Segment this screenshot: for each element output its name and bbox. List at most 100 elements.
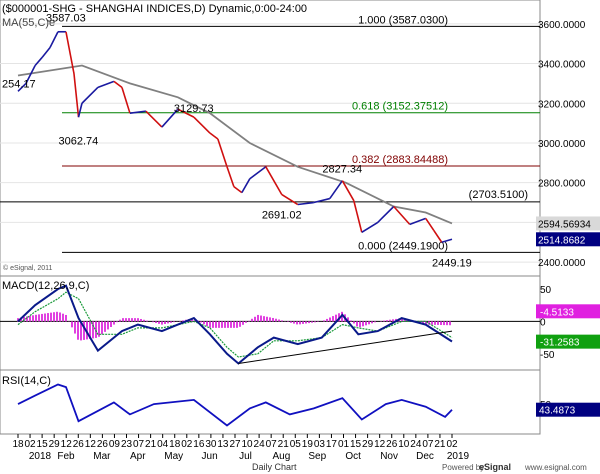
rsi-last-label: 43.4873 <box>539 406 576 417</box>
price-segment <box>409 217 427 226</box>
day-tick-label: 15 <box>37 439 49 450</box>
price-segment <box>361 221 379 233</box>
price-tick-label: 3000.0000 <box>538 139 586 150</box>
rsi-series <box>17 383 453 427</box>
day-tick-label: 27 <box>229 439 241 450</box>
price-segment <box>34 57 43 67</box>
day-tick-label: 02 <box>24 439 36 450</box>
price-segment <box>297 201 314 206</box>
price-segment <box>241 178 251 194</box>
day-tick-label: 16 <box>193 439 205 450</box>
last-value-label: 2594.56934 <box>538 219 591 230</box>
ma-line <box>17 64 453 225</box>
resistance-label: (2703.5100) <box>469 189 528 201</box>
day-tick-label: 15 <box>350 439 362 450</box>
ma-label: MA(55,C)e <box>2 17 55 29</box>
price-segment <box>25 65 36 84</box>
price-segment <box>41 47 51 59</box>
month-label: Sep <box>308 451 326 462</box>
price-segment <box>341 180 355 201</box>
date-axis: 18 02 15 29 12 26 12 26 09 23 07 21 04 18 02 16 30 13 27 10… <box>12 434 470 462</box>
day-tick-label: 24 <box>254 439 266 450</box>
price-segment <box>193 116 211 134</box>
month-label: Feb <box>57 451 75 462</box>
price-tick-label: 3200.0000 <box>538 99 586 110</box>
day-tick-label: 09 <box>109 439 121 450</box>
day-tick-label: 02 <box>181 439 193 450</box>
price-segment <box>393 205 411 225</box>
price-segment <box>161 108 179 128</box>
price-segment <box>329 180 344 200</box>
month-label: Jul <box>239 451 252 462</box>
swing-label: 3587.03 <box>46 12 86 24</box>
macd-axis: 50 0 -50 -4.5133 -31.2583 <box>536 285 600 361</box>
day-tick-label: 03 <box>314 439 326 450</box>
fib-label: 0.000 (2449.1900) <box>358 240 448 252</box>
fib-label: 0.382 (2883.84488) <box>352 154 448 166</box>
fib-label: 0.618 (3152.37512) <box>352 101 448 113</box>
year-label: 2018 <box>29 451 52 462</box>
day-tick-label: 04 <box>157 439 169 450</box>
fibonacci-levels: 1.000 (3587.0300) 0.618 (3152.37512) 0.382… <box>0 14 540 253</box>
last-value-box <box>536 232 600 247</box>
month-label: Mar <box>93 451 111 462</box>
day-tick-label: 21 <box>434 439 446 450</box>
price-tick-label: 3600.0000 <box>538 20 586 31</box>
swing-label: 3062.74 <box>59 135 99 147</box>
macd-last-box <box>536 334 600 349</box>
swing-label: 2691.02 <box>262 209 302 221</box>
day-tick-label: 12 <box>61 439 73 450</box>
rsi-axis: 5043.4873 <box>536 400 600 417</box>
macd-tick-label: -50 <box>540 350 555 361</box>
price-segment <box>265 166 283 195</box>
price-segment <box>97 80 115 89</box>
price-tick-label: 2800.0000 <box>538 179 586 190</box>
price-segment <box>113 80 123 89</box>
price-segment <box>313 197 330 204</box>
day-tick-label: 30 <box>205 439 217 450</box>
rsi-last-box <box>536 402 600 417</box>
day-tick-label: 21 <box>145 439 157 450</box>
histogram-last-box <box>536 304 600 319</box>
month-label: Jun <box>202 451 218 462</box>
price-segment <box>73 73 80 118</box>
day-tick-label: 07 <box>133 439 145 450</box>
month-label: May <box>164 451 183 462</box>
rsi-label: RSI(14,C) <box>2 375 51 387</box>
swing-point-labels: 254.17 3587.03 3062.74 3129.73 2691.02 2827.3… <box>2 12 472 269</box>
price-panel: 1.000 (3587.0300) 0.618 (3152.37512) 0.382… <box>0 0 600 277</box>
last-value-box <box>536 216 600 231</box>
price-tick-label: 3400.0000 <box>538 60 586 71</box>
moving-average <box>17 64 453 225</box>
day-tick-label: 07 <box>266 439 278 450</box>
macd-tick-label: 50 <box>540 285 552 296</box>
last-value-label: 2514.8682 <box>538 235 586 246</box>
day-tick-label: 05 <box>290 439 302 450</box>
day-tick-label: 26 <box>97 439 109 450</box>
price-series <box>17 30 453 244</box>
day-tick-label: 13 <box>217 439 229 450</box>
year-label: 2019 <box>447 451 470 462</box>
day-tick-label: 26 <box>73 439 85 450</box>
price-segment <box>249 166 267 180</box>
price-segment <box>281 193 299 206</box>
footer: Daily Chart Powered by eSignal www.esign… <box>252 462 587 472</box>
macd-panel: 50 0 -50 -4.5133 -31.2583 MACD(12,26,9,C) <box>0 275 600 371</box>
month-label: Aug <box>273 451 291 462</box>
day-tick-label: 19 <box>302 439 314 450</box>
month-label: Apr <box>130 451 146 462</box>
copyright-text: © eSignal, 2011 <box>3 264 53 272</box>
day-tick-label: 10 <box>241 439 253 450</box>
rsi-line <box>17 383 453 427</box>
footer-text: Daily Chart <box>252 462 297 472</box>
day-tick-label: 17 <box>326 439 338 450</box>
day-tick-label: 29 <box>362 439 374 450</box>
macd-signal-line <box>17 291 453 358</box>
month-label: Nov <box>380 451 398 462</box>
site-text: www.esignal.com <box>524 463 587 472</box>
rsi-panel: 5043.4873 RSI(14,C) <box>0 369 600 435</box>
day-tick-label: 02 <box>446 439 458 450</box>
day-tick-label: 12 <box>85 439 97 450</box>
price-segment <box>353 200 363 233</box>
